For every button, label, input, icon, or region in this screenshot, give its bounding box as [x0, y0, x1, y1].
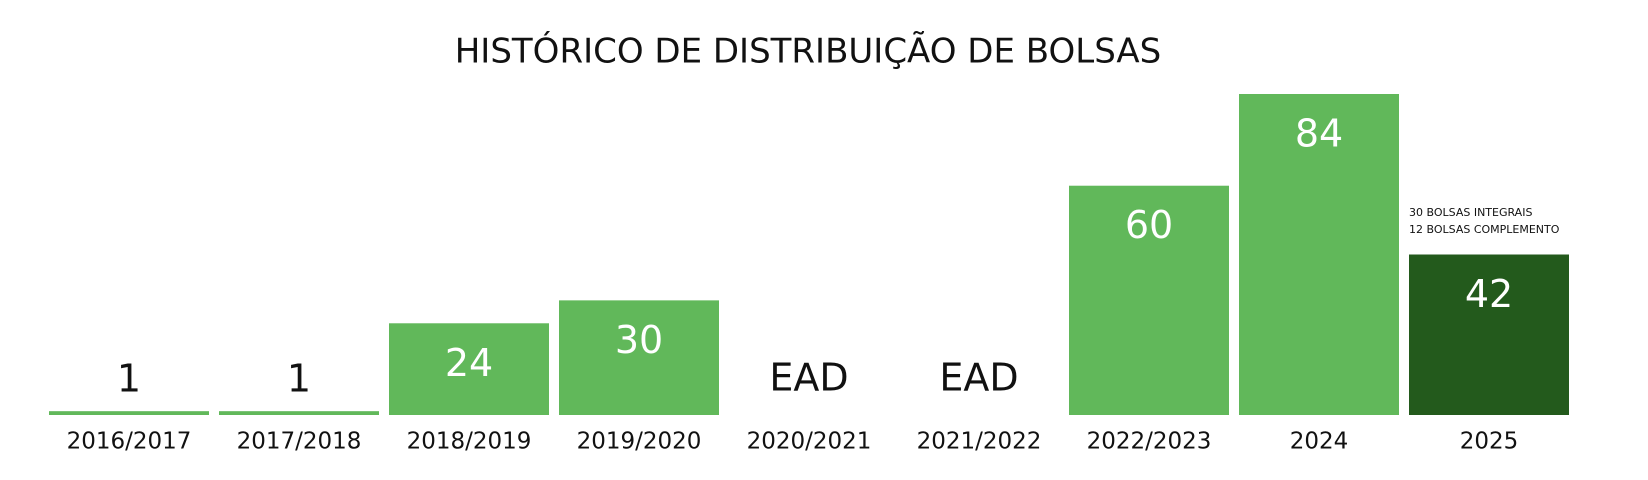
- bar: [1239, 94, 1399, 415]
- chart-title: HISTÓRICO DE DISTRIBUIÇÃO DE BOLSAS: [455, 31, 1162, 72]
- value-label: EAD: [769, 356, 848, 400]
- bar: [1069, 185, 1229, 415]
- value-label: 30: [615, 318, 663, 362]
- bar: [1409, 254, 1569, 415]
- bar: [559, 300, 719, 415]
- x-tick-label: 2021/2022: [917, 429, 1042, 455]
- x-tick-label: 2019/2020: [577, 429, 702, 455]
- bar: [49, 411, 209, 415]
- value-label: 24: [445, 341, 493, 385]
- bar: [389, 323, 549, 415]
- value-label: 1: [117, 357, 141, 401]
- x-tick-label: 2025: [1460, 429, 1519, 455]
- value-label: 42: [1465, 272, 1513, 316]
- x-tick-label: 2016/2017: [67, 429, 192, 455]
- x-tick-label: 2020/2021: [747, 429, 872, 455]
- x-tick-label: 2018/2019: [407, 429, 532, 455]
- annotation: 30 BOLSAS INTEGRAIS: [1409, 206, 1532, 219]
- value-label: EAD: [939, 356, 1018, 400]
- bar: [219, 411, 379, 415]
- value-label: 1: [287, 357, 311, 401]
- x-tick-label: 2022/2023: [1087, 429, 1212, 455]
- value-label: 60: [1125, 203, 1173, 247]
- x-tick-label: 2017/2018: [237, 429, 362, 455]
- x-tick-label: 2024: [1290, 429, 1349, 455]
- annotation: 12 BOLSAS COMPLEMENTO: [1409, 223, 1560, 236]
- value-label: 84: [1295, 112, 1343, 156]
